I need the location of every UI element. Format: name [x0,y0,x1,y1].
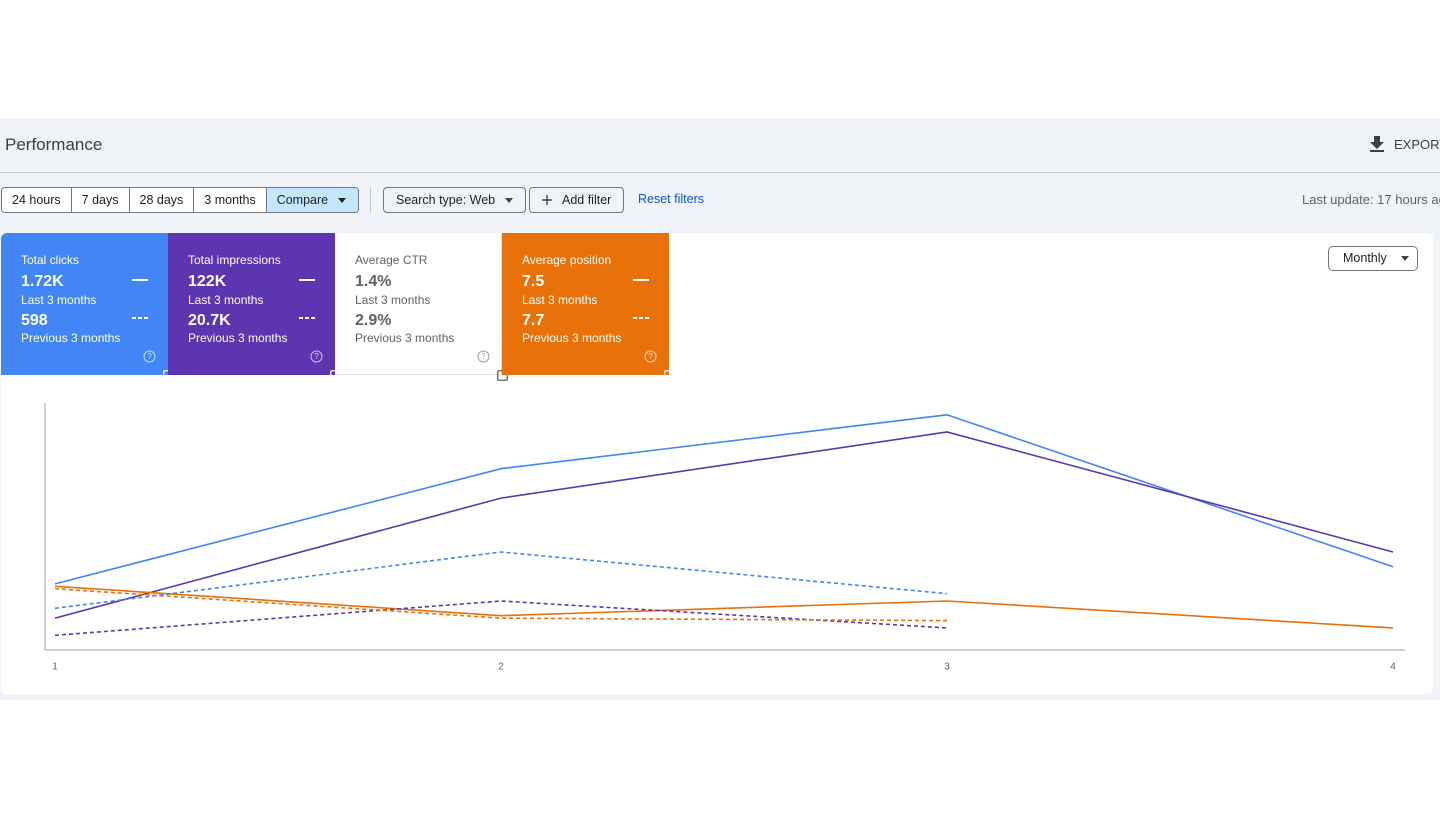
add-filter-button[interactable]: Add filter [529,187,625,213]
metric-label: Average position [522,253,675,381]
dashed-line-key [132,317,148,319]
solid-line-key [299,279,315,281]
svg-text:?: ? [481,352,486,361]
current-value: 1.4% [355,273,392,290]
help-icon[interactable]: ? [644,350,657,363]
performance-panel: Monthly 1 2 3 4 Total clicks 1.72K Last 3 mon… [1,233,1433,694]
page-title: Performance [5,135,103,154]
export-label: EXPORT [1394,136,1440,152]
svg-text:?: ? [648,352,653,361]
chart: 1 2 3 4 [44,403,1405,673]
current-period: Last 3 months [522,293,598,307]
range-button[interactable]: Compare [266,188,359,212]
x-tick-label: 2 [498,662,504,673]
checkbox [664,370,675,381]
add-filter-label: Add filter [562,193,612,207]
current-period: Last 3 months [21,293,97,307]
range-button[interactable]: 24 hours [2,188,72,212]
series-line [54,600,948,637]
divider [0,172,1440,173]
date-ranges: 24 hours 7 days 28 days 3 months Compare [1,187,360,213]
metric-label: Total impressions [188,253,341,381]
x-tick-label: 4 [1390,662,1396,673]
search-type-label: Search type: Web [396,193,496,207]
dropdown-arrow [505,197,514,203]
metric-name: Average position [522,253,612,267]
series-line [54,431,1394,619]
x-tick-label: 1 [52,662,58,673]
range-button[interactable]: 28 days [129,188,195,212]
metric-card[interactable]: Total impressions 122K Last 3 months 20.7K P… [168,233,341,381]
granularity-label: Monthly [1343,251,1387,265]
current-period: Last 3 months [355,293,431,307]
current-value: 1.72K [21,273,64,290]
help-icon[interactable]: ? [143,350,156,363]
metric-label: Average CTR [355,253,508,381]
series-line [54,413,1394,585]
metric-card[interactable]: Average position 7.5 Last 3 months 7.7 Previ… [502,233,675,381]
previous-period: Previous 3 months [188,331,288,345]
series-line [54,585,1394,629]
previous-value: 598 [21,312,48,329]
search-type-button[interactable]: Search type: Web [383,187,527,213]
range-label: 7 days [81,193,119,207]
solid-line-key [633,279,649,281]
plus-icon [542,195,552,205]
granularity-dropdown[interactable]: Monthly [1328,246,1418,271]
previous-period: Previous 3 months [21,331,121,345]
help-icon[interactable]: ? [310,350,323,363]
series-line [54,587,948,622]
range-button[interactable]: 7 days [71,188,130,212]
export-button[interactable]: EXPORT [1370,136,1440,152]
current-period: Last 3 months [188,293,264,307]
last-update: Last update: 17 hours ago [1302,192,1440,207]
range-label: 28 days [139,193,184,207]
previous-period: Previous 3 months [522,331,622,345]
dropdown-arrow [1400,256,1409,261]
range-button[interactable]: 3 months [194,188,267,212]
reset-filters-link[interactable]: Reset filters [638,192,704,206]
previous-value: 7.7 [522,312,545,329]
download-icon [1370,136,1384,152]
previous-value: 20.7K [188,312,231,329]
current-value: 7.5 [522,273,545,290]
previous-value: 2.9% [355,312,392,329]
metric-name: Average CTR [355,253,428,267]
metric-card[interactable]: Total clicks 1.72K Last 3 months 598 Previou… [1,233,174,381]
current-value: 122K [188,273,227,290]
range-label: 24 hours [12,193,61,207]
metric-label: Total clicks [21,253,174,381]
help-icon[interactable]: ? [477,350,490,363]
previous-period: Previous 3 months [355,331,455,345]
metric-name: Total clicks [21,253,80,267]
dashed-line-key [299,317,315,319]
metric-name: Total impressions [188,253,281,267]
metric-card[interactable]: Average CTR 1.4% Last 3 months 2.9% Previous… [335,233,508,381]
series-line [54,551,948,610]
svg-text:?: ? [314,352,319,361]
dropdown-arrow [338,197,347,203]
range-label: Compare [276,193,329,207]
dashed-line-key [633,317,649,319]
x-tick-label: 3 [944,662,950,673]
solid-line-key [132,279,148,281]
separator [370,187,371,213]
range-label: 3 months [204,193,256,207]
svg-text:?: ? [147,352,152,361]
